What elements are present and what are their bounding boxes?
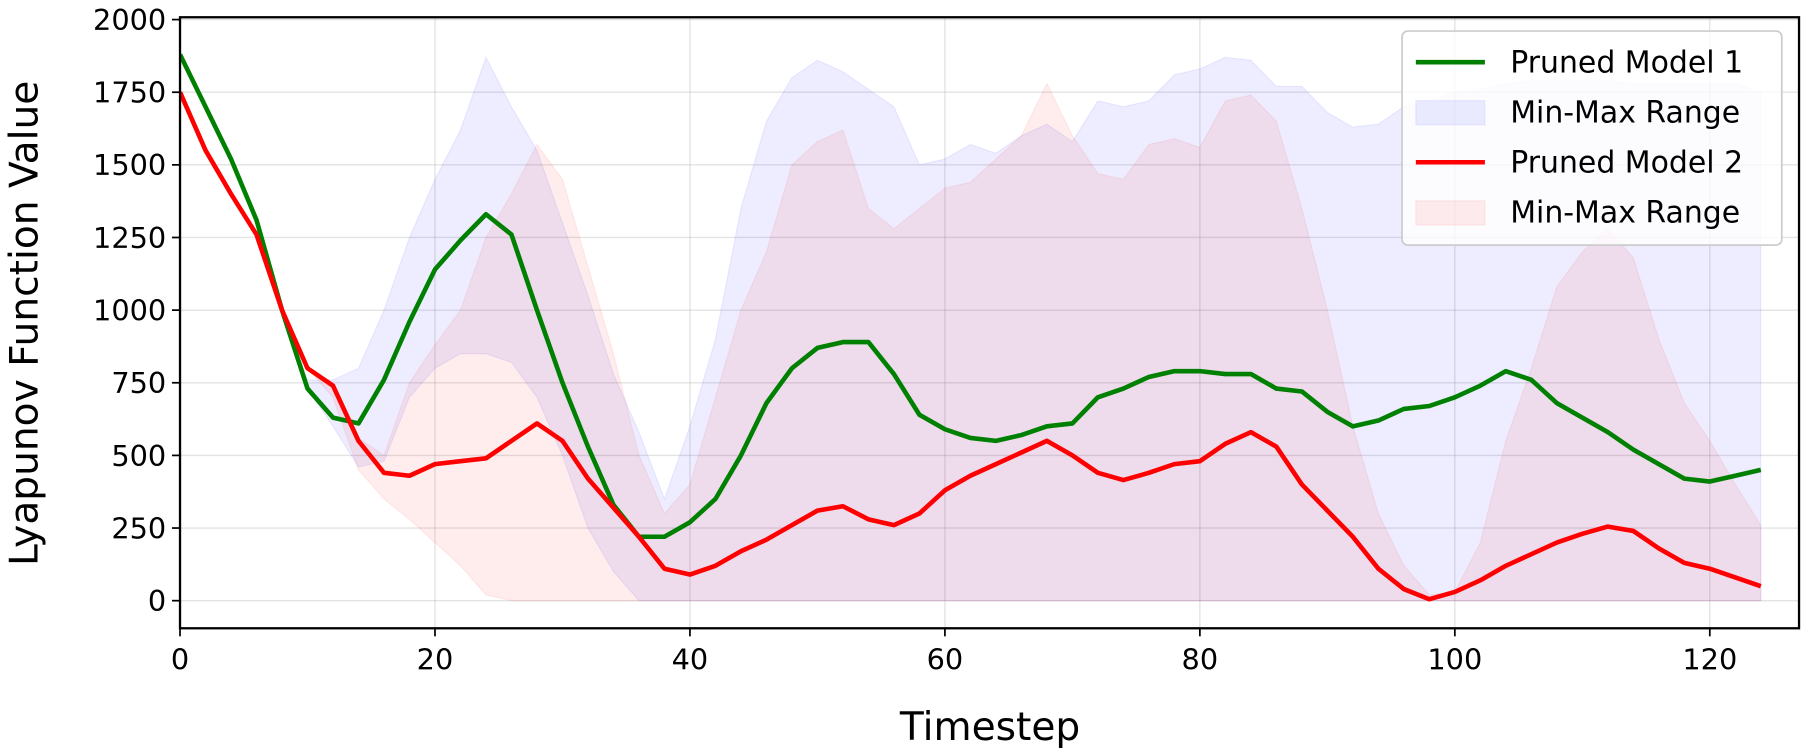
legend-label: Pruned Model 1 — [1510, 45, 1743, 80]
plot-frame — [178, 16, 1801, 630]
x-tick-label: 100 — [1427, 643, 1482, 677]
legend-box — [1401, 30, 1783, 246]
y-axis-label: Lyapunov Function Value — [2, 81, 47, 566]
x-tick-label: 40 — [672, 643, 709, 677]
legend-patch — [1415, 100, 1486, 126]
legend-label: Min-Max Range — [1510, 96, 1740, 131]
y-tick-label: 1500 — [93, 148, 166, 182]
legend-patch — [1415, 200, 1486, 226]
y-tick-label: 1250 — [93, 221, 166, 255]
legend-label: Min-Max Range — [1510, 196, 1740, 231]
range-band — [180, 82, 1762, 602]
x-axis-label: Timestep — [899, 705, 1080, 750]
y-tick-label: 1000 — [93, 293, 166, 327]
y-tick-label: 750 — [111, 366, 166, 400]
x-tick-label: 60 — [927, 643, 964, 677]
y-tick-label: 500 — [111, 439, 166, 473]
y-tick-label: 250 — [111, 511, 166, 545]
line — [180, 91, 1762, 602]
legend-label: Pruned Model 2 — [1510, 146, 1743, 181]
range-band — [180, 54, 1762, 602]
x-tick-label: 0 — [171, 643, 189, 677]
y-tick-label: 2000 — [93, 3, 166, 37]
line — [180, 53, 1762, 540]
y-tick-label: 0 — [148, 584, 166, 618]
x-tick-label: 20 — [417, 643, 454, 677]
y-tick-label: 1750 — [93, 76, 166, 110]
x-tick-label: 120 — [1682, 643, 1737, 677]
x-tick-label: 80 — [1182, 643, 1219, 677]
